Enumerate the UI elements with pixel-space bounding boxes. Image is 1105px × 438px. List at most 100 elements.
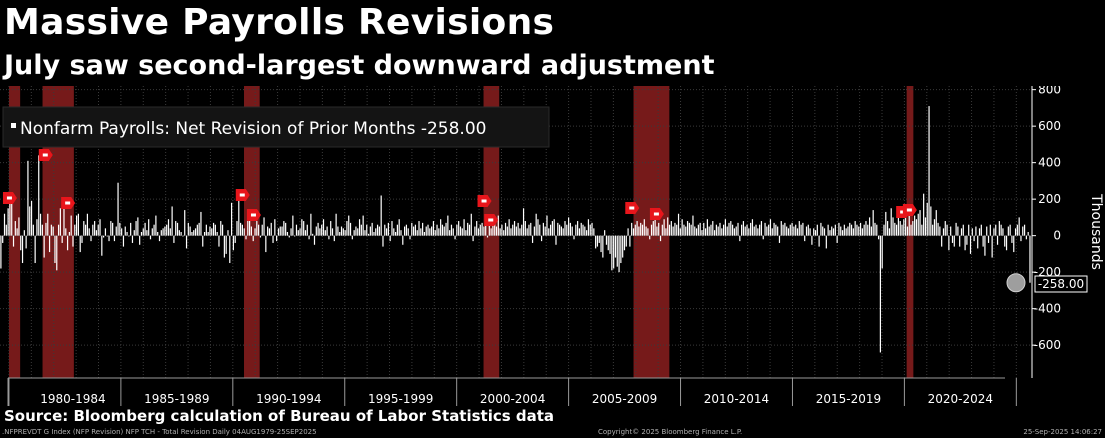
recession-marker-4 [246,209,261,221]
revision-bar [380,195,382,236]
recession-marker-3 [235,189,250,201]
revision-bar [713,230,716,236]
revision-bar [294,235,296,237]
revision-bar [81,235,83,243]
revision-bar [1007,226,1009,236]
footer-copyright: Copyright© 2025 Bloomberg Finance L.P. [598,428,743,436]
revision-bar [157,232,159,236]
revision-bar [722,224,725,236]
revision-bar [124,226,126,236]
revision-bar [569,222,572,236]
revision-bar [896,224,898,236]
revision-bar [586,230,588,236]
revision-bar [665,228,667,236]
revision-bar [101,235,103,256]
revision-bar [562,228,564,236]
revision-bar [499,228,501,236]
revision-bar [652,221,654,236]
revision-bar [151,228,153,236]
revision-bar [760,221,763,236]
chart-title: Massive Payrolls Revisions [4,2,555,43]
revision-bar [443,226,445,236]
revision-bar [555,235,557,245]
revision-bar [791,222,793,236]
revision-bar [115,226,117,236]
revision-bar [476,221,478,236]
marker-flag-dash [629,206,635,210]
revision-bar [759,224,761,236]
revision-bar [319,228,321,236]
revision-bar [571,226,573,236]
revision-bar [917,213,919,236]
revision-bar [751,219,754,236]
revision-bar [795,224,797,236]
revision-bar [912,221,914,236]
revision-bar [641,224,644,236]
revision-bar [809,228,811,236]
revision-bar [1018,217,1020,236]
revision-bar [398,219,400,236]
revision-bar [254,228,256,236]
recession-marker-2 [61,197,76,209]
revision-bar [30,200,33,236]
revision-bar [286,232,289,236]
revision-bar [823,228,826,236]
revision-bar [623,235,626,251]
revision-bar [582,224,584,236]
revision-bar [198,222,200,236]
revision-bar [212,222,215,236]
revision-bar [771,228,773,236]
revision-bar [879,235,881,353]
y-axis-label: Thousands [1088,193,1104,270]
revision-bar [103,235,105,238]
revision-bar [47,213,49,236]
revision-bar [95,230,98,236]
revision-bar [295,224,298,236]
revision-bar [497,215,499,236]
revision-bar [906,226,909,236]
revision-bar [537,219,539,236]
marker-flag-dash [6,196,12,200]
revision-bar [495,226,498,236]
revision-bar [301,219,303,236]
revision-bar [43,235,45,258]
revision-bar [649,235,651,240]
revision-bar [205,224,207,236]
revision-bar [553,219,555,236]
revision-bar [11,202,13,236]
revision-bar [488,224,490,236]
revision-bar [328,235,330,240]
revision-bar [454,235,456,240]
revision-bar [501,224,503,236]
revision-bar [396,224,398,236]
revision-bar [580,222,582,236]
revision-bar [973,235,975,242]
revision-bar [686,221,689,236]
revision-bar [458,221,460,236]
revision-bar [486,235,489,238]
revision-bar [805,226,808,236]
revision-bar [724,219,727,236]
revision-bar [829,230,831,236]
revision-bar [481,222,483,236]
revision-bar [456,224,458,236]
revision-bar [99,219,101,236]
revision-bar [708,226,710,236]
revision-bar [349,222,352,236]
recession-marker-8 [649,208,664,220]
revision-bar [726,226,728,236]
revision-bar [887,221,889,236]
revision-bar [578,228,581,236]
revision-bar [928,106,930,236]
revision-bar [247,219,249,236]
revision-bar [358,219,361,236]
revision-bar [414,224,417,236]
x-period-label-6: 2010-2014 [704,392,769,406]
revision-bar [670,221,672,236]
revision-bar [441,224,444,236]
revision-bar [542,222,544,236]
revision-bar [283,221,285,236]
revision-bar [335,213,337,236]
revision-bar [382,235,384,247]
recession-band-5 [906,86,914,378]
